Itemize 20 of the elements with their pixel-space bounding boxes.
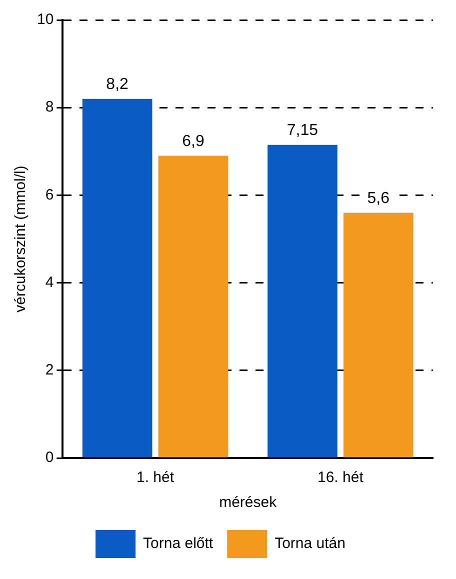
y-tick-label: 2 [45,362,54,379]
data-label: 8,2 [106,76,129,94]
data-label: 7,15 [286,122,318,140]
data-label: 6,9 [182,133,204,150]
x-axis-title: mérések [219,494,278,512]
y-tick-label: 4 [45,274,54,291]
bar [268,144,338,458]
y-tick-label: 6 [45,186,54,204]
y-tick-label: 0 [45,449,54,466]
y-tick-label: 10 [36,11,54,28]
bar [343,212,414,458]
bar [82,98,152,458]
legend-label: Torna után [274,535,346,552]
x-tick-label: 16. hét [317,469,364,486]
x-tick-label: 1. hét [136,469,175,486]
data-label: 5,6 [367,190,390,208]
bar [158,156,228,458]
y-axis-title: vércukorszint (mmol/l) [12,166,30,312]
y-tick-label: 8 [45,98,54,116]
legend-label: Torna előtt [143,535,214,552]
